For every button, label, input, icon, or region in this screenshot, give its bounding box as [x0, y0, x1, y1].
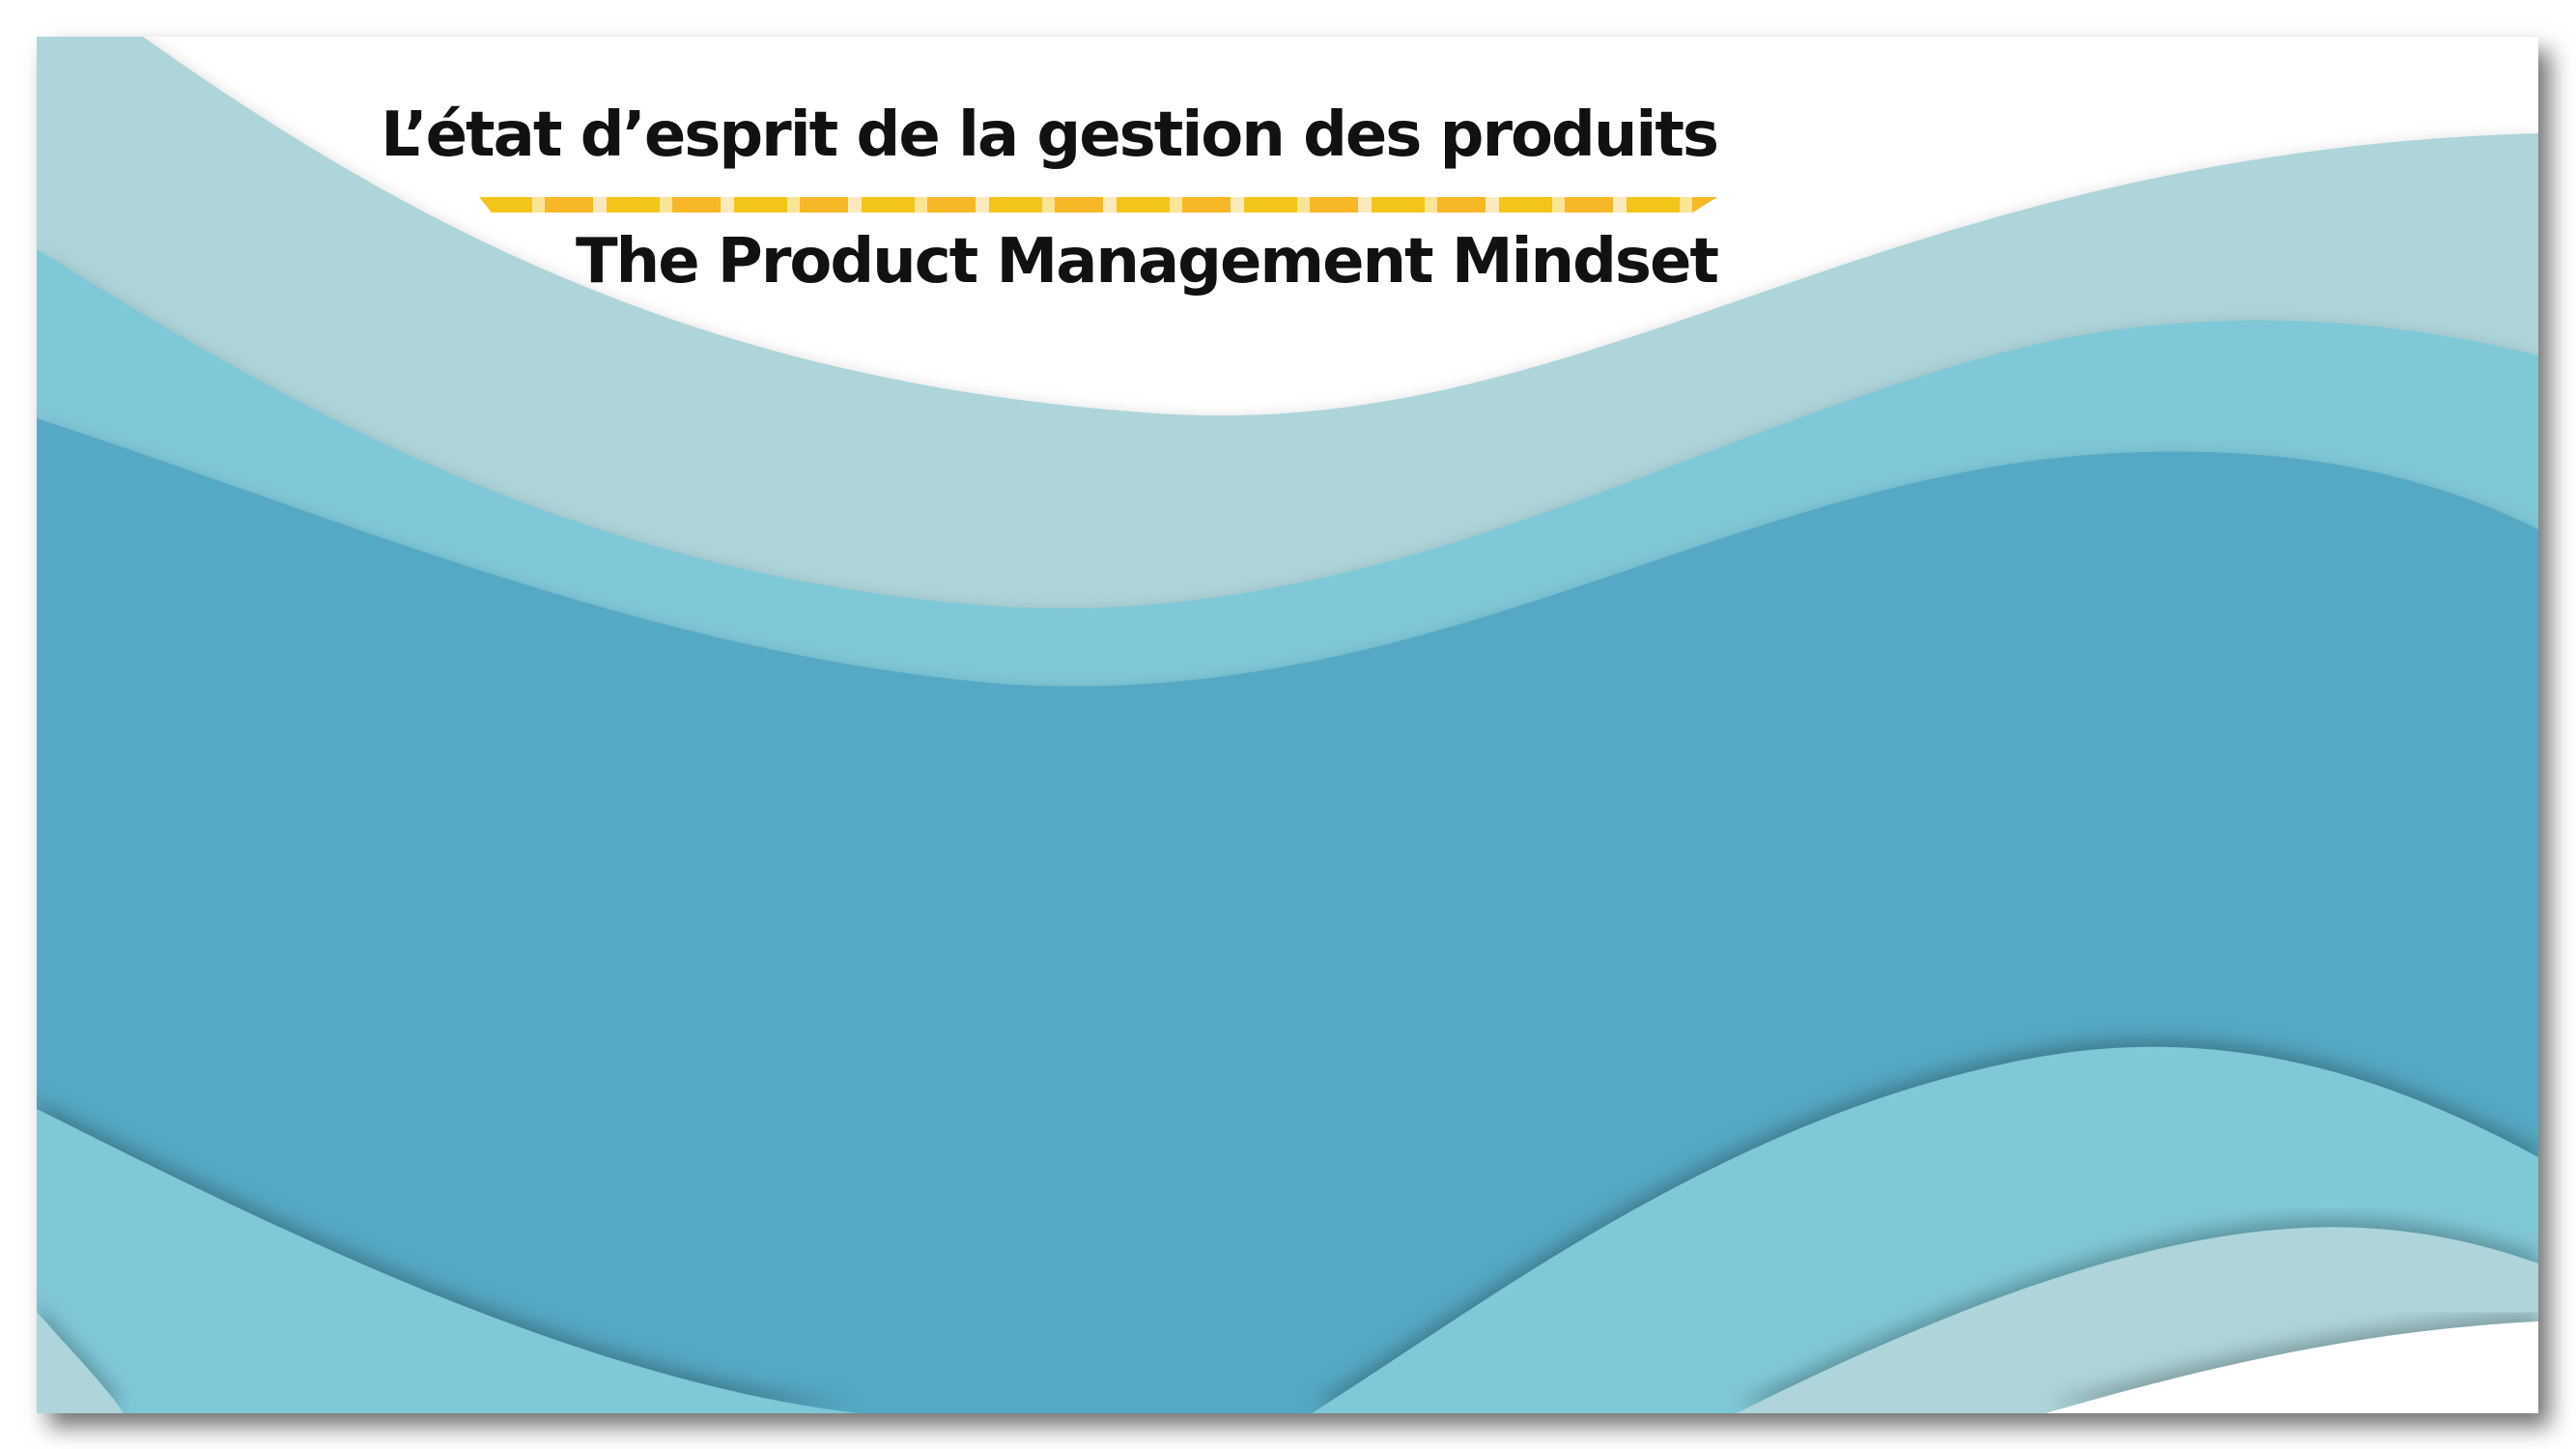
wave-bottom-white [2046, 1321, 2538, 1413]
wave-lower-mid [37, 1046, 2538, 1413]
title-english: The Product Management Mindset [576, 226, 1719, 298]
title-underline [479, 197, 1717, 213]
wave-background [37, 37, 2538, 1413]
slide-frame: L’état d’esprit de la gestion des produi… [37, 37, 2538, 1413]
title-french: L’état d’esprit de la gestion des produi… [381, 99, 1719, 171]
wave-lower-light [37, 1227, 2538, 1413]
title-block: L’état d’esprit de la gestion des produi… [326, 64, 1719, 315]
